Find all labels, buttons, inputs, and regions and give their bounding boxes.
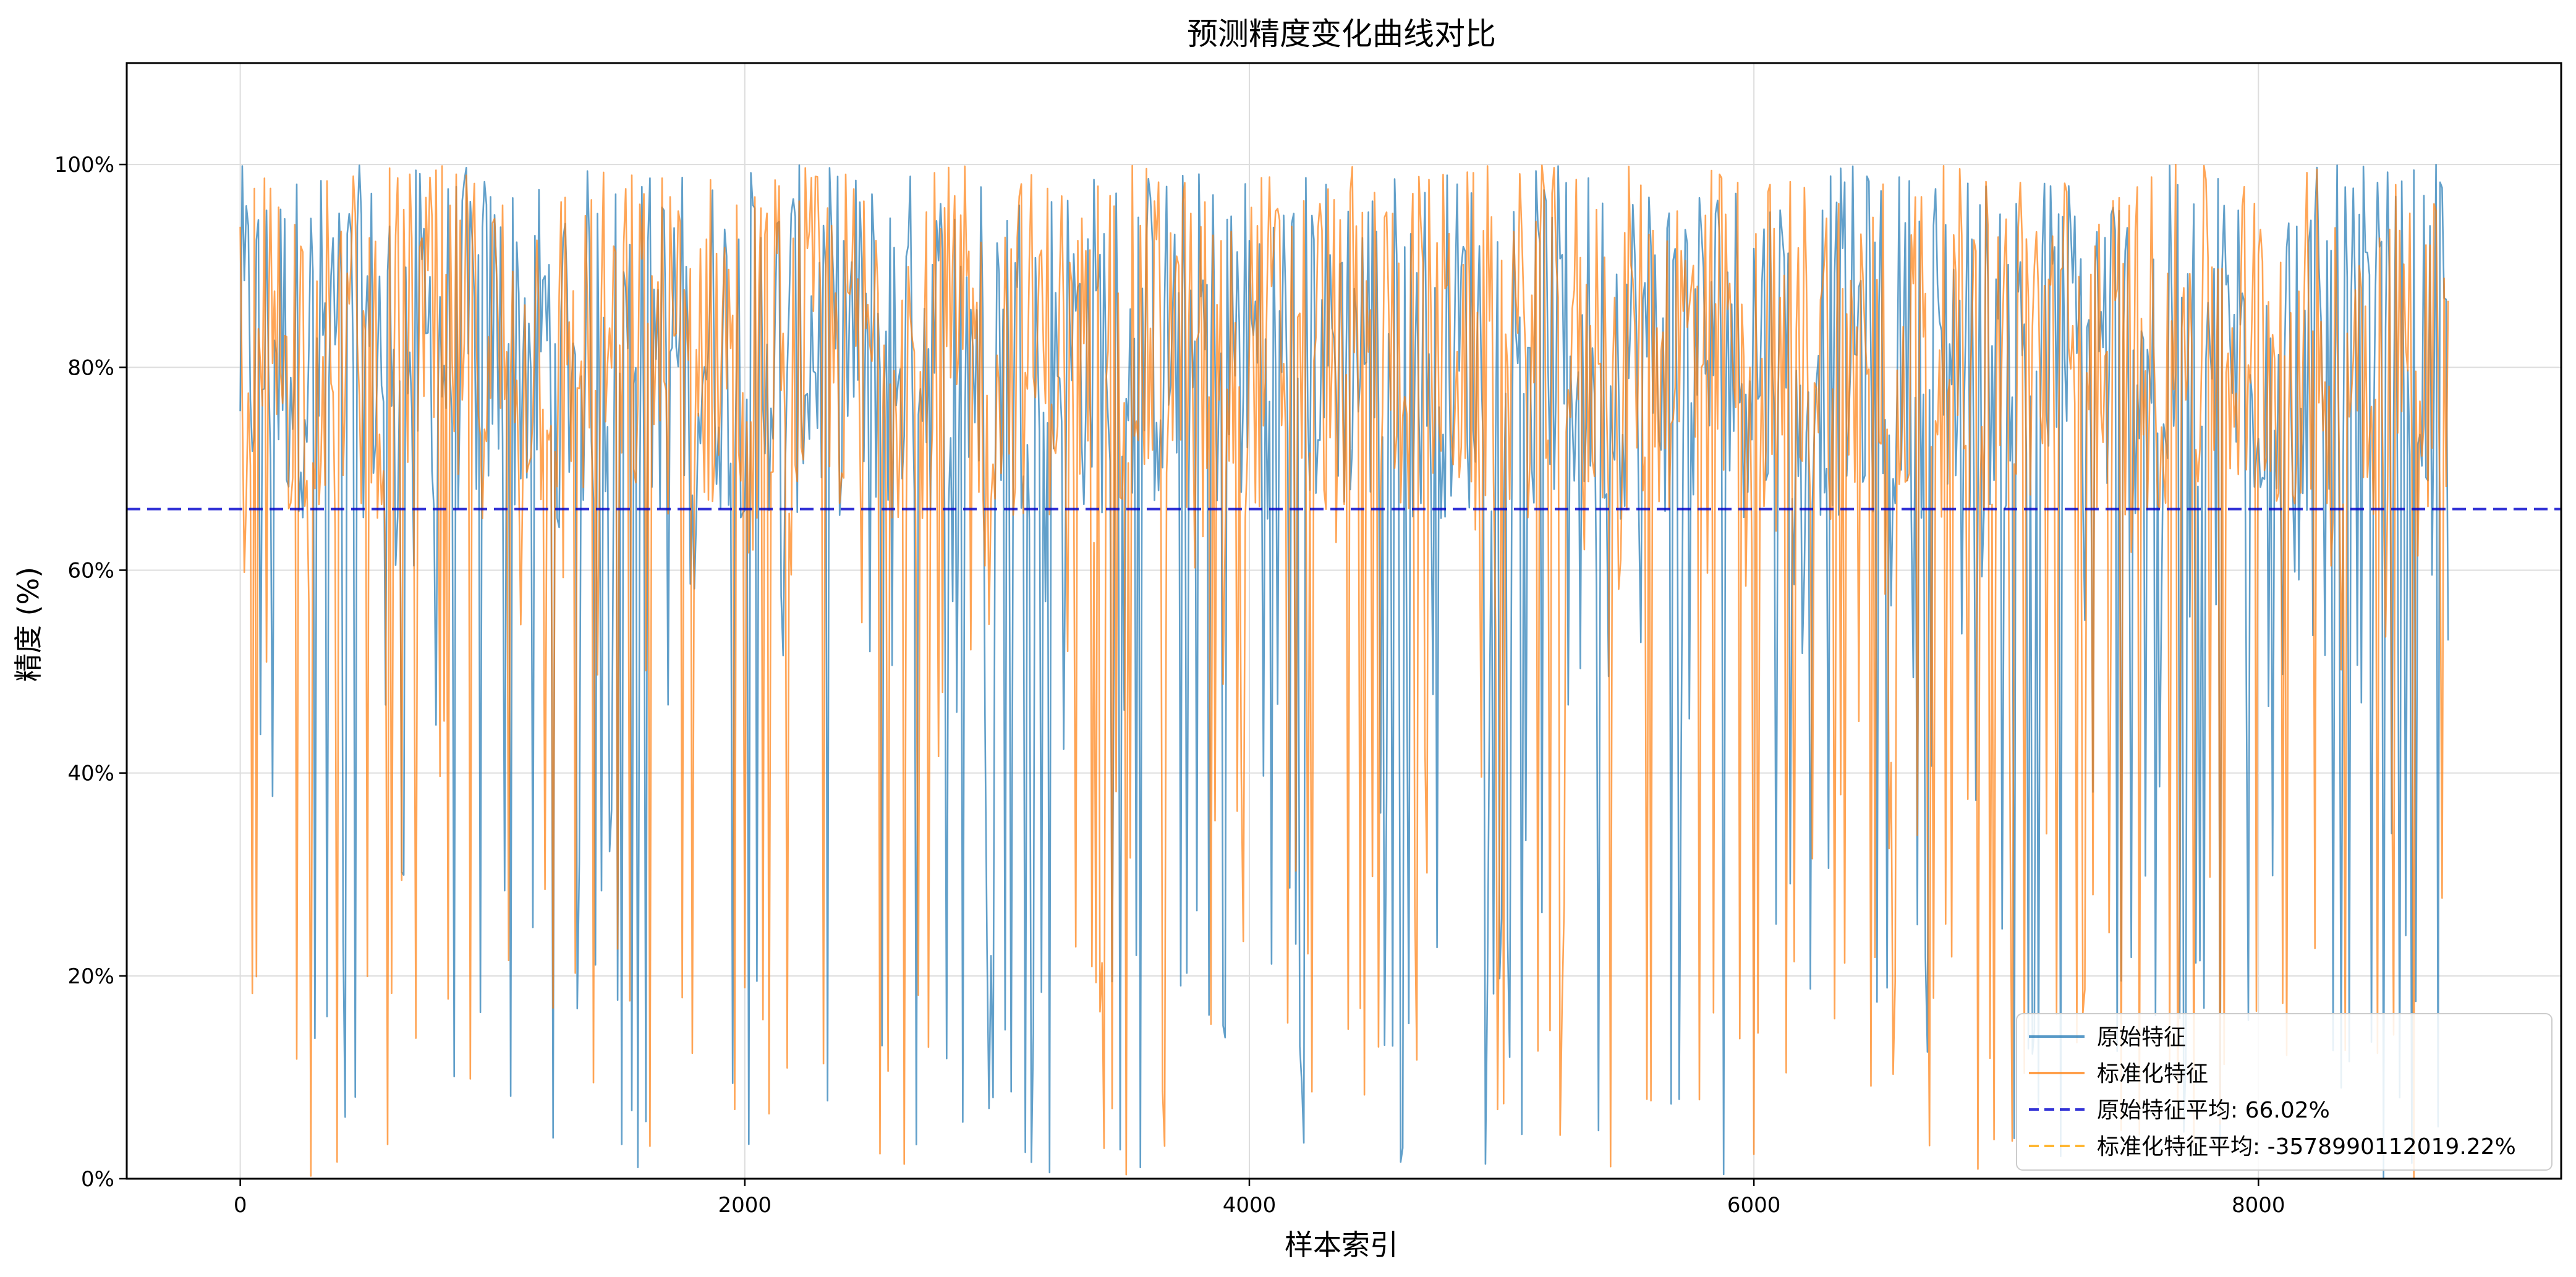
legend-label: 标准化特征平均: -3578990112019.22% [2097, 1134, 2516, 1160]
x-tick-label: 2000 [718, 1193, 772, 1218]
x-tick-label: 6000 [1727, 1193, 1781, 1218]
y-tick-label: 60% [67, 558, 114, 583]
y-tick-label: 80% [67, 355, 114, 380]
legend-box [2016, 1013, 2553, 1171]
x-tick-label: 0 [234, 1193, 247, 1218]
axes-frame [125, 62, 2562, 1180]
y-tick-label: 0% [81, 1167, 114, 1192]
y-tick-label: 20% [67, 964, 114, 989]
y-tick-label: 100% [54, 153, 114, 177]
x-tick-label: 4000 [1223, 1193, 1277, 1218]
plot-area [127, 164, 2561, 1179]
x-tick-label: 8000 [2232, 1193, 2285, 1218]
x-axis-label: 样本索引 [1285, 1228, 1398, 1262]
legend-label: 原始特征平均: 66.02% [2097, 1098, 2330, 1123]
y-axis: 0% 20% 40% 60% 80% 100% [54, 153, 127, 1192]
chart-title: 预测精度变化曲线对比 [1187, 16, 1496, 52]
y-axis-label: 精度 (%) [12, 567, 45, 682]
legend-label: 原始特征 [2097, 1025, 2186, 1050]
series-line [239, 164, 2449, 1179]
x-axis: 0 2000 4000 6000 8000 [234, 1179, 2285, 1218]
legend-label: 标准化特征 [2097, 1061, 2208, 1087]
y-tick-label: 40% [67, 762, 114, 786]
